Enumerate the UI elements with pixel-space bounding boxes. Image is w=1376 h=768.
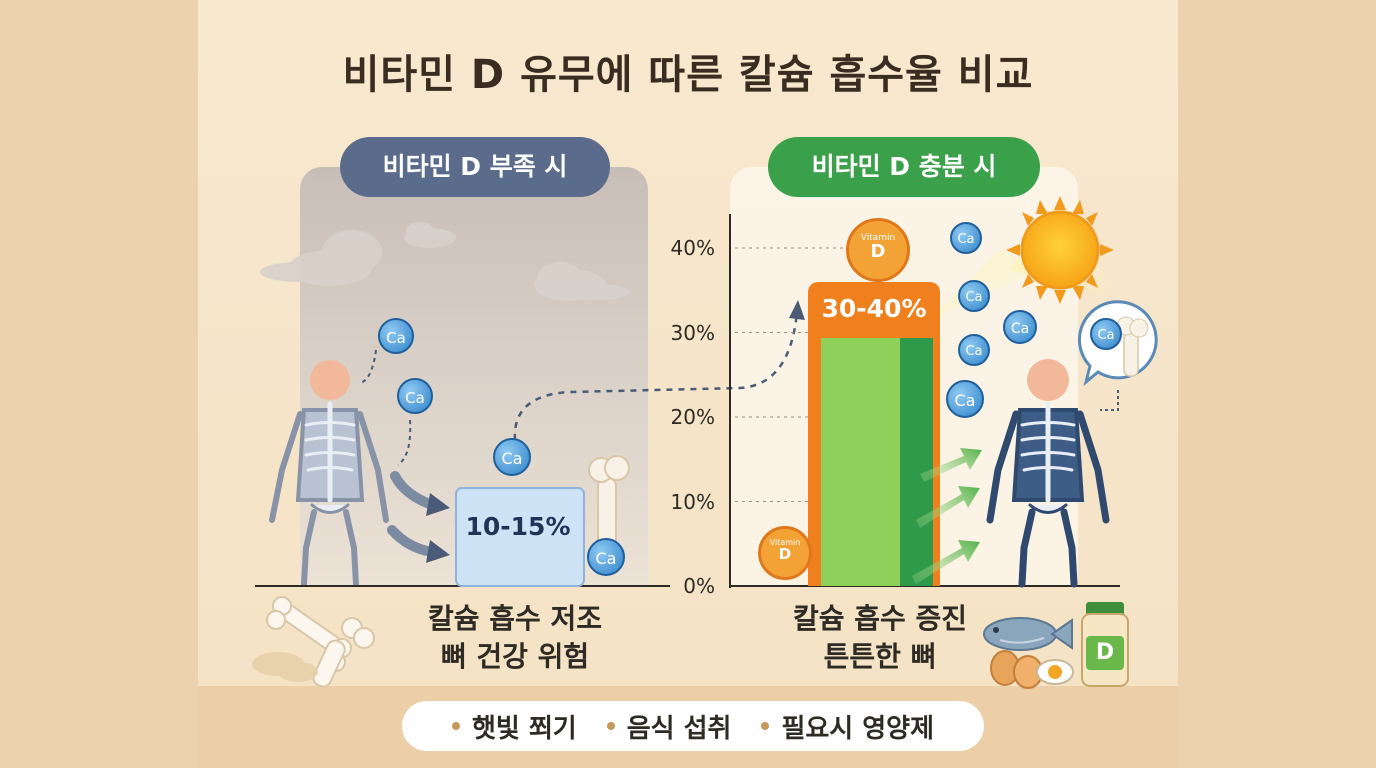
calcium-icon: Ca — [587, 538, 625, 576]
tip-label: 햇빛 쬐기 — [471, 713, 577, 744]
sufficient-caption-line2: 튼튼한 뼈 — [823, 640, 937, 673]
fish-icon — [983, 617, 1073, 651]
calcium-icon: Ca — [1003, 310, 1037, 344]
sufficient-bar-tag — [808, 282, 940, 332]
skeleton-figure-sufficient — [986, 359, 1110, 588]
tip-supplement: 필요시 영양제 — [761, 708, 934, 745]
y-tick-label: 10% — [670, 489, 715, 514]
absorption-arrows — [912, 448, 982, 584]
calcium-icon: Ca — [958, 334, 990, 366]
vitamin-d-small-icon: Vitamin D — [758, 526, 812, 580]
tip-label: 필요시 영양제 — [781, 713, 935, 744]
eggs-icon — [990, 650, 1074, 689]
sufficient-bar-label: 30-40% — [821, 294, 927, 323]
vitamin-label-small: Vitamin — [769, 538, 801, 547]
deficient-bar — [455, 487, 585, 587]
supplement-bottle-icon — [1081, 602, 1129, 687]
bullet-icon — [451, 722, 460, 730]
sufficient-caption-line1: 칼슘 흡수 증진 — [792, 602, 968, 635]
y-tick-label: 30% — [670, 320, 715, 345]
deficient-caption: 칼슘 흡수 저조 뼈 건강 위험 — [400, 600, 630, 676]
tips-legend: 햇빛 쬐기 음식 섭취 필요시 영양제 — [402, 701, 984, 751]
bones-pile-icon — [266, 596, 375, 688]
calcium-icon: Ca — [946, 380, 984, 418]
calcium-icon: Ca — [493, 438, 531, 476]
sufficient-caption: 칼슘 흡수 증진 튼튼한 뼈 — [760, 600, 1000, 676]
tip-food: 음식 섭취 — [606, 708, 732, 745]
cloud-icon — [260, 222, 630, 301]
calcium-icon: Ca — [950, 222, 982, 254]
deficient-bar-label: 10-15% — [465, 512, 571, 541]
deficient-caption-line1: 칼슘 흡수 저조 — [427, 602, 603, 635]
y-tick-label: 0% — [683, 574, 715, 598]
y-tick-label: 20% — [670, 405, 715, 429]
supplement-label: D — [1095, 640, 1115, 665]
deficient-caption-line2: 뼈 건강 위험 — [440, 640, 590, 673]
calcium-icon: Ca — [958, 280, 990, 312]
bullet-icon — [606, 722, 615, 730]
vitamin-d-icon: Vitamin D — [846, 218, 910, 282]
sufficient-bar-shade — [900, 338, 933, 586]
bullet-icon — [761, 722, 770, 730]
deficient-badge: 비타민 D 부족 시 — [340, 137, 610, 197]
tip-sunlight: 햇빛 쬐기 — [451, 708, 577, 745]
page-title: 비타민 D 유무에 따른 칼슘 흡수율 비교 — [342, 52, 1034, 98]
calcium-icon: Ca — [378, 318, 414, 354]
vitamin-letter-small: D — [778, 545, 792, 563]
vitamin-label: Vitamin — [860, 233, 896, 243]
calcium-icon: Ca — [397, 378, 433, 414]
skeleton-figure-deficient — [269, 360, 389, 587]
calcium-icon: Ca — [1090, 318, 1122, 350]
y-tick-label: 40% — [670, 236, 715, 260]
tip-label: 음식 섭취 — [626, 713, 732, 744]
sufficient-badge: 비타민 D 충분 시 — [768, 137, 1040, 197]
vitamin-letter: D — [870, 241, 886, 262]
